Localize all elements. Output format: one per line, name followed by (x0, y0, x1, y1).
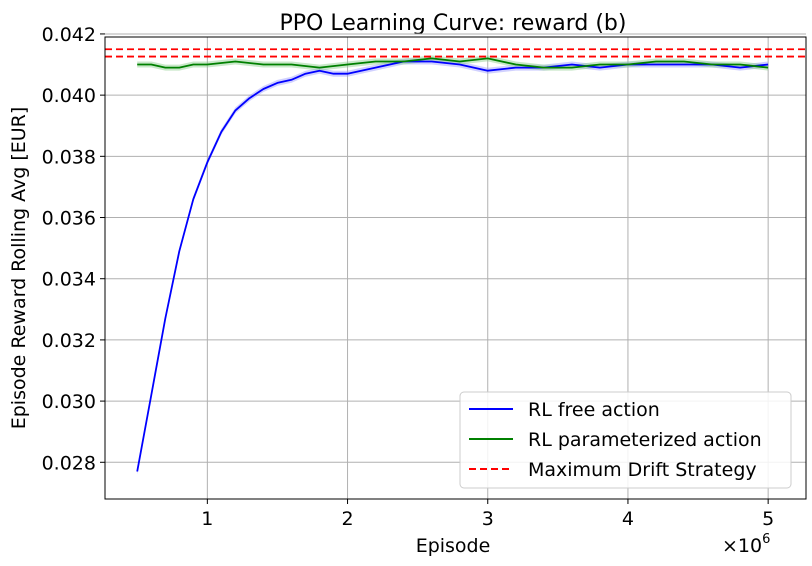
x-axis-ticks: 1 2 3 4 5 (201, 499, 774, 530)
y-tick-label: 0.036 (42, 208, 96, 230)
y-tick-label: 0.038 (42, 146, 96, 168)
y-tick-label: 0.032 (42, 330, 96, 352)
x-tick-label: 4 (622, 508, 634, 530)
y-tick-label: 0.042 (42, 24, 96, 46)
legend: RL free action RL parameterized action M… (460, 392, 791, 488)
y-axis-ticks: 0.028 0.030 0.032 0.034 0.036 0.038 0.040 0.042 (42, 24, 105, 474)
y-tick-label: 0.028 (42, 452, 96, 474)
legend-label-free-action: RL free action (528, 399, 660, 421)
x-axis-multiplier: ×106 (722, 532, 770, 557)
x-tick-label: 1 (201, 508, 213, 530)
y-axis-label: Episode Reward Rolling Avg [EUR] (8, 107, 30, 430)
legend-label-max-drift: Maximum Drift Strategy (528, 459, 757, 481)
x-tick-label: 2 (341, 508, 353, 530)
x-axis-label: Episode (416, 535, 491, 557)
chart-title: PPO Learning Curve: reward (b) (280, 11, 627, 36)
x-tick-label: 3 (482, 508, 494, 530)
x-tick-label: 5 (762, 508, 774, 530)
legend-label-parameterized-action: RL parameterized action (528, 429, 762, 451)
y-tick-label: 0.030 (42, 391, 96, 413)
y-tick-label: 0.034 (42, 269, 96, 291)
y-tick-label: 0.040 (42, 85, 96, 107)
